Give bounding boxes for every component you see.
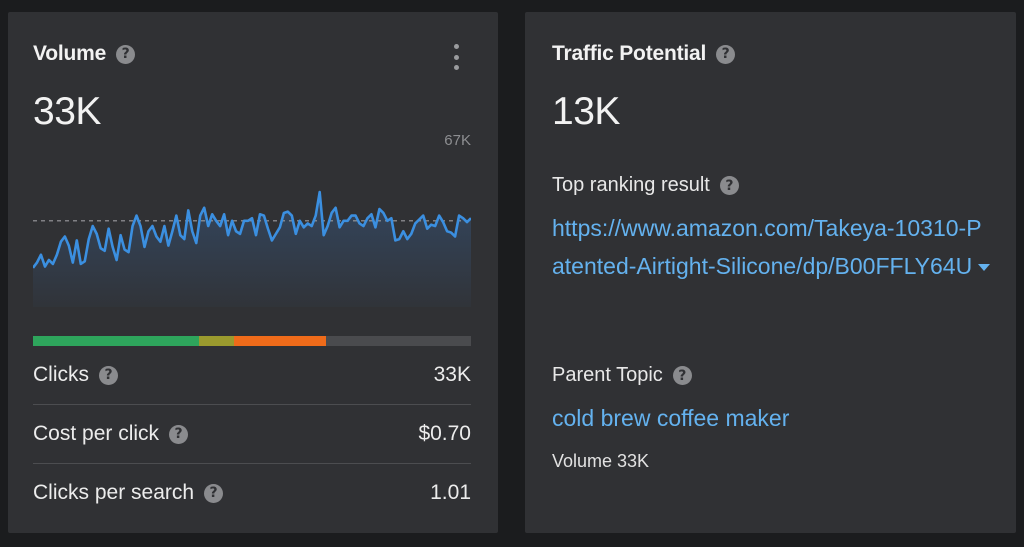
- help-icon[interactable]: ?: [169, 424, 189, 444]
- bar-segment: [33, 336, 200, 346]
- metric-value: 1.01: [430, 481, 471, 504]
- traffic-title-text: Traffic Potential: [552, 42, 707, 65]
- top-result-link[interactable]: https://www.amazon.com/Takeya-10310-Pate…: [552, 209, 992, 285]
- help-icon[interactable]: ?: [116, 44, 136, 64]
- chevron-down-icon[interactable]: [978, 264, 991, 272]
- parent-topic-label-text: Parent Topic: [552, 364, 663, 386]
- clicks-distribution-bar: [33, 336, 471, 346]
- volume-title-text: Volume: [33, 42, 107, 65]
- metric-row-cost-per-click: Cost per click? $0.70: [33, 405, 471, 463]
- volume-value: 33K: [33, 90, 101, 133]
- metric-label: Clicks per search: [33, 481, 195, 504]
- divider: [33, 404, 471, 405]
- bar-segment: [199, 336, 235, 346]
- metric-row-clicks-per-search: Clicks per search? 1.01: [33, 464, 471, 522]
- metric-value: 33K: [433, 363, 471, 386]
- parent-topic-volume: Volume 33K: [552, 451, 650, 471]
- traffic-title: Traffic Potential ?: [552, 42, 736, 66]
- top-result-label: Top ranking result ?: [552, 174, 739, 197]
- bar-segment: [326, 336, 471, 346]
- volume-title: Volume ?: [33, 42, 136, 66]
- more-options-icon[interactable]: [448, 44, 464, 70]
- bar-segment: [234, 336, 327, 346]
- metric-row-clicks: Clicks? 33K: [33, 346, 471, 404]
- parent-topic-label: Parent Topic ?: [552, 364, 692, 387]
- parent-topic-link[interactable]: cold brew coffee maker: [552, 405, 790, 431]
- top-result-url-text[interactable]: https://www.amazon.com/Takeya-10310-Pate…: [552, 215, 982, 279]
- top-result-label-text: Top ranking result: [552, 174, 710, 196]
- chart-area-fill: [33, 192, 471, 307]
- volume-series-line: [33, 190, 471, 269]
- help-icon[interactable]: ?: [672, 366, 692, 385]
- chart-max-label: 67K: [444, 132, 471, 149]
- help-icon[interactable]: ?: [204, 483, 224, 503]
- divider: [33, 463, 471, 464]
- help-icon[interactable]: ?: [716, 44, 736, 64]
- metric-label: Clicks: [33, 363, 89, 386]
- volume-trend-chart: [33, 190, 471, 307]
- metric-value: $0.70: [418, 422, 471, 445]
- help-icon[interactable]: ?: [719, 176, 739, 195]
- metric-label: Cost per click: [33, 422, 160, 445]
- traffic-value: 13K: [552, 90, 620, 133]
- volume-card: Volume ? 33K 67K Clicks? 33K Cost per cl…: [8, 12, 498, 533]
- help-icon[interactable]: ?: [99, 365, 118, 385]
- traffic-potential-card: Traffic Potential ? 13K Top ranking resu…: [525, 12, 1016, 533]
